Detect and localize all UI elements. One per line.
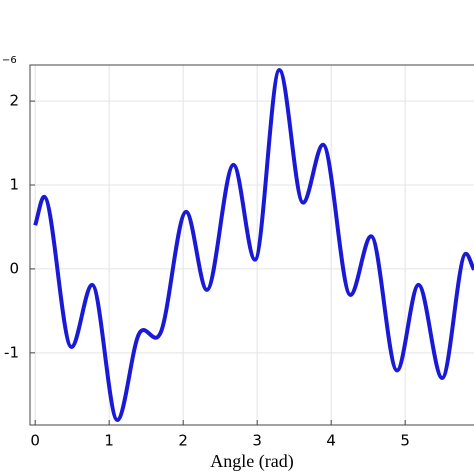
y-tick-label: 0: [9, 259, 19, 277]
y-tick-label: 1: [9, 176, 19, 194]
y-tick-label: 2: [9, 92, 19, 110]
x-tick-label: 0: [30, 432, 40, 450]
x-tick-label: 2: [178, 432, 188, 450]
axes-frame: [29, 64, 474, 426]
x-tick-label: 5: [400, 432, 410, 450]
x-axis-label: Angle (rad): [210, 451, 293, 472]
x-tick-label: 3: [252, 432, 262, 450]
x-tick-label: 4: [326, 432, 336, 450]
x-tick-label: 1: [104, 432, 114, 450]
exponent-label: −6: [2, 55, 17, 66]
y-tick-label: -1: [4, 343, 19, 361]
data-line: [33, 68, 474, 422]
